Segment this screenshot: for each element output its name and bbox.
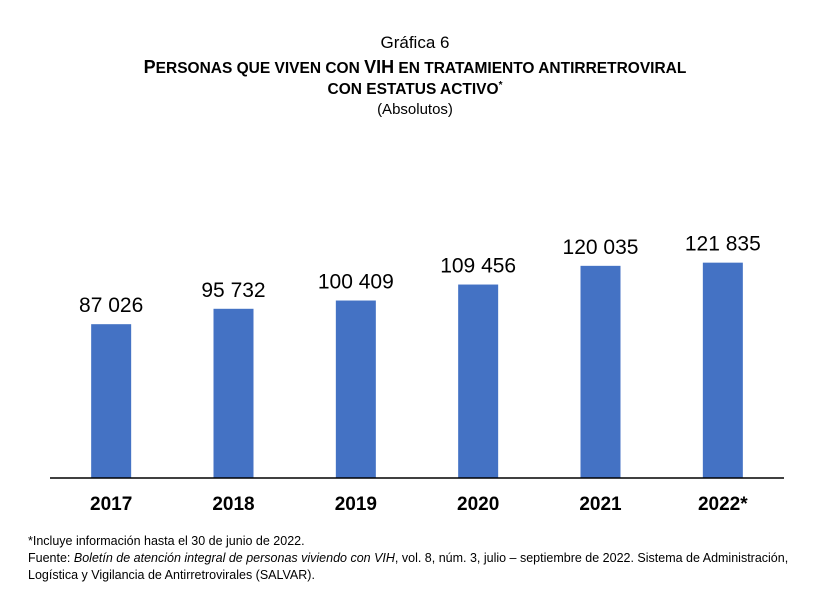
- chart-title: PERSONAS QUE VIVEN CON VIH EN TRATAMIENT…: [0, 57, 830, 100]
- category-label-2022: 2022*: [698, 494, 748, 515]
- bar-2022: [702, 262, 743, 478]
- value-label-2021: 120 035: [563, 236, 639, 259]
- source-title: Boletín de atención integral de personas…: [73, 551, 395, 565]
- category-label-2018: 2018: [212, 494, 254, 515]
- value-label-2020: 109 456: [440, 255, 516, 278]
- title-footnote-mark: *: [498, 79, 503, 91]
- category-label-2019: 2019: [335, 494, 377, 515]
- title-part-5: CON ESTATUS ACTIVO: [327, 81, 499, 98]
- category-label-2017: 2017: [90, 494, 132, 515]
- bar-2017: [91, 324, 132, 478]
- title-part-4: EN TRATAMIENTO ANTIRRETROVIRAL: [394, 60, 687, 77]
- chart-notes: *Incluye información hasta el 30 de juni…: [28, 533, 808, 584]
- source-prefix: Fuente:: [28, 551, 74, 565]
- bars-group: [91, 262, 743, 478]
- category-labels-group: 2017 2018 2019 2020 2021 2022*: [90, 494, 748, 515]
- title-part-2: ERSONAS QUE VIVEN CON: [155, 60, 365, 77]
- value-labels-group: 87 026 95 732 100 409 109 456 120 035 121 835: [79, 233, 761, 318]
- category-label-2020: 2020: [457, 494, 499, 515]
- value-label-2017: 87 026: [79, 294, 143, 317]
- bar-2020: [458, 284, 499, 478]
- bar-chart: 87 026 95 732 100 409 109 456 120 035 121 835…: [50, 233, 784, 515]
- title-part-1: P: [143, 57, 156, 77]
- title-part-3: VIH: [364, 57, 395, 77]
- figure-label: Gráfica 6: [380, 33, 450, 52]
- footnote: *Incluye información hasta el 30 de juni…: [28, 534, 305, 548]
- bar-2019: [335, 300, 376, 478]
- value-label-2022: 121 835: [685, 233, 761, 256]
- bar-2021: [580, 265, 621, 478]
- bar-2018: [213, 308, 254, 478]
- value-label-2018: 95 732: [201, 279, 265, 302]
- source-note: Fuente: Boletín de atención integral de …: [28, 550, 808, 584]
- value-label-2019: 100 409: [318, 271, 394, 294]
- source-details: , vol. 8, núm. 3, julio – septiembre de …: [28, 551, 789, 582]
- chart-unit: (Absolutos): [377, 101, 453, 118]
- category-label-2021: 2021: [579, 494, 622, 515]
